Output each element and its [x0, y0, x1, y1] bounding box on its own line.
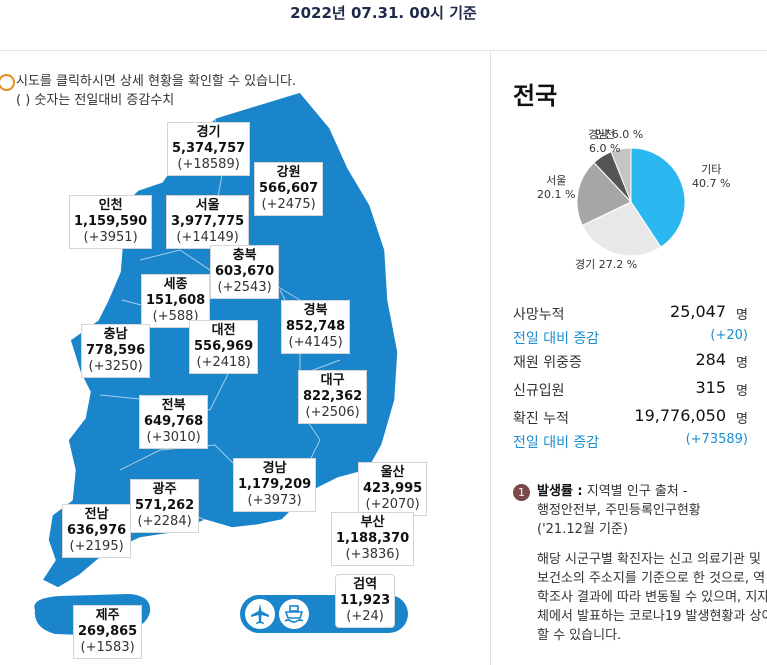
region-busan[interactable]: 부산 1,188,370 (+3836)	[331, 512, 415, 566]
region-seoul[interactable]: 서울 3,977,775 (+14149)	[166, 195, 250, 249]
region-gwangju[interactable]: 광주 571,262 (+2284)	[130, 479, 200, 533]
region-daejeon[interactable]: 대전 556,969 (+2418)	[189, 320, 259, 374]
region-ulsan[interactable]: 울산 423,995 (+2070)	[358, 462, 428, 516]
column-divider	[490, 52, 491, 665]
pie-label-gyeonggi: 경기 27.2 %	[575, 258, 638, 271]
region-daegu[interactable]: 대구 822,362 (+2506)	[298, 370, 368, 424]
info-icon	[0, 74, 15, 91]
pie-label-seoul: 서울 20.1 %	[537, 174, 576, 201]
date-stamp: 2022년 07.31. 00시 기준	[290, 4, 477, 22]
stat-deaths: 사망누적 25,047 명	[513, 302, 748, 323]
footnote-label: 발생률 :	[537, 484, 583, 499]
footnote-line3: ('21.12월 기준)	[537, 522, 628, 537]
region-chungbuk[interactable]: 충북 603,670 (+2543)	[210, 245, 280, 299]
region-gangwon[interactable]: 강원 566,607 (+2475)	[254, 162, 324, 216]
footnote-line1: 지역별 인구 출처 -	[586, 484, 688, 499]
region-quarantine[interactable]: 검역 11,923 (+24)	[335, 574, 396, 628]
pie-slice-4	[610, 147, 632, 203]
notice-line1: 시도를 클릭하시면 상세 현황을 확인할 수 있습니다.	[16, 74, 297, 89]
summary-title: 전국	[513, 82, 558, 110]
port-button[interactable]	[277, 597, 311, 631]
pie-label-gyeongnam: 경남 6.0 %	[588, 128, 644, 141]
region-jeju[interactable]: 제주 269,865 (+1583)	[73, 605, 143, 659]
stat-critical: 재원 위중증 284 명	[513, 350, 748, 371]
region-incheon[interactable]: 인천 1,159,590 (+3951)	[69, 195, 153, 249]
notice-line2: ( ) 숫자는 전일대비 증감수치	[16, 93, 175, 108]
region-jeonnam[interactable]: 전남 636,976 (+2195)	[62, 504, 132, 558]
ship-icon	[284, 605, 304, 623]
region-gyeongbuk[interactable]: 경북 852,748 (+4145)	[281, 300, 351, 354]
stat-confirmed: 확진 누적 19,776,050 명	[513, 406, 748, 427]
stat-new-admissions: 신규입원 315 명	[513, 378, 748, 399]
airport-button[interactable]	[243, 597, 277, 631]
share-pie-chart	[576, 147, 686, 257]
pie-label-gita: 기타 40.7 %	[692, 163, 731, 190]
top-bar: 2022년 07.31. 00시 기준	[0, 0, 767, 51]
region-gyeonggi[interactable]: 경기 5,374,757 (+18589)	[167, 122, 251, 176]
pie-slice-1	[581, 201, 662, 257]
stat-deaths-delta: 전일 대비 증감 (+20)	[513, 328, 748, 347]
footnote-number: 1	[513, 484, 530, 501]
region-gyeongnam[interactable]: 경남 1,179,209 (+3973)	[233, 458, 317, 512]
footnote-paragraph: 해당 시군구별 확진자는 신고 의료기관 및 보건소의 주소지를 기준으로 한 …	[537, 552, 767, 643]
region-chungnam[interactable]: 충남 778,596 (+3250)	[81, 324, 151, 378]
airplane-icon	[251, 604, 269, 624]
pie-label-incheon: 인천 6.0 %	[589, 128, 621, 155]
footnote-line2: 행정안전부, 주민등록인구현황	[537, 503, 701, 518]
pie-slice-2	[576, 161, 632, 226]
region-jeonbuk[interactable]: 전북 649,768 (+3010)	[139, 395, 209, 449]
region-sejong[interactable]: 세종 151,608 (+588)	[141, 274, 211, 328]
stat-confirmed-delta: 전일 대비 증감 (+73589)	[513, 432, 748, 451]
